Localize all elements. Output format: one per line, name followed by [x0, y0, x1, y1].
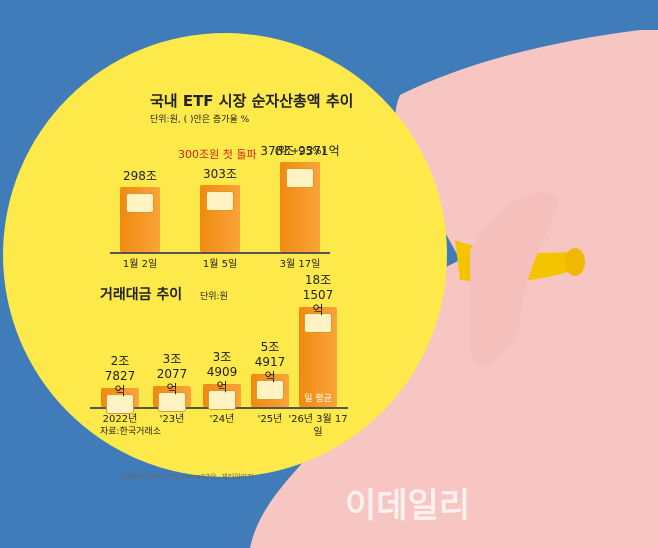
hand	[470, 192, 560, 365]
annotation: (약 +25%)	[274, 145, 326, 157]
value-label: 5조 4917억	[254, 339, 286, 384]
coin-icon	[206, 191, 234, 212]
chart-title: 거래대금 추이	[100, 287, 183, 303]
value-label: 3조 2077억	[156, 351, 188, 396]
subtitle: 단위:원, ( )안은 증가율 %	[150, 115, 250, 125]
x-tick-label: 1월 5일	[202, 259, 238, 270]
annotation: 일 평균	[304, 394, 332, 404]
subtitle: 단위:원	[200, 292, 228, 302]
bar	[101, 388, 139, 415]
x-tick-label: '25년	[257, 414, 283, 425]
annotation: 300조원 첫 돌파	[178, 148, 257, 161]
source: 자료:한국거래소	[100, 427, 161, 437]
watermark: 이데일리	[345, 486, 471, 526]
coin-icon	[158, 391, 186, 412]
value-label: 2조 7827억	[104, 354, 136, 399]
x-tick-label: '24년	[209, 414, 235, 425]
credit: 그래픽=이미나 기자 mesa87@, 게티이미지	[120, 473, 254, 481]
value-label: 303조	[203, 167, 237, 182]
coin-icon	[126, 192, 154, 213]
x-tick-label: '26년 3월 17일	[288, 414, 348, 438]
coin-icon	[256, 379, 284, 400]
x-tick-label: '23년	[159, 414, 185, 425]
bar	[203, 384, 241, 411]
balloon-nozzle	[565, 248, 585, 276]
bar	[280, 161, 320, 252]
bar	[120, 186, 160, 252]
value-label: 298조	[123, 168, 157, 183]
coin-icon	[304, 312, 332, 333]
value-label: 3조 4909억	[206, 350, 238, 395]
baseline	[110, 252, 330, 254]
value-label: 18조 1507억	[302, 272, 334, 317]
bar	[251, 373, 289, 407]
x-tick-label: 3월 17일	[279, 259, 321, 270]
coin-icon	[208, 390, 236, 411]
bar	[200, 185, 240, 252]
coin-icon	[106, 394, 134, 415]
bar	[153, 385, 191, 412]
x-tick-label: 2022년	[102, 414, 138, 425]
chart-title: 국내 ETF 시장 순자산총액 추이	[150, 92, 354, 110]
x-tick-label: 1월 2일	[122, 259, 158, 270]
coin-icon	[286, 167, 314, 188]
value-label: 378조 9371억	[260, 143, 340, 158]
bar	[299, 306, 337, 407]
